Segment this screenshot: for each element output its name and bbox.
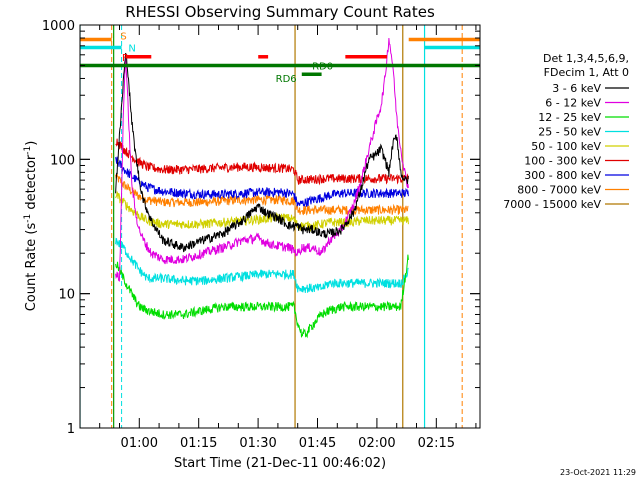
series-line-0 [115, 52, 409, 253]
x-tick-label-0: 01:00 [121, 436, 158, 451]
legend-label-3: 25 - 50 keV [538, 126, 601, 139]
series-line-7 [115, 173, 409, 216]
plot-area: SNF RD0 RD6 [80, 25, 480, 428]
legend-label-2: 12 - 25 keV [538, 111, 601, 124]
x-tick-label-5: 02:15 [418, 436, 455, 451]
x-tick-label-2: 01:30 [239, 436, 276, 451]
legend-label-6: 300 - 800 keV [524, 169, 601, 182]
legend: Det 1,3,4,5,6,9, FDecim 1, Att 0 3 - 6 k… [503, 52, 629, 211]
flag-label-rd0: RD0 [312, 61, 333, 72]
y-tick-label-0: 1 [67, 422, 75, 437]
y-tick-label-3: 1000 [42, 19, 75, 34]
y-axis-label: Count Rate (s-1 detector-1) [23, 141, 39, 312]
x-axis-label: Start Time (21-Dec-11 00:46:02) [174, 456, 386, 471]
legend-label-4: 50 - 100 keV [531, 140, 601, 153]
legend-label-1: 6 - 12 keV [545, 97, 601, 110]
axes: 1 10 100 1000 01:00 01:15 01:30 01:45 02:00 02:15 [42, 19, 480, 451]
legend-label-8: 7000 - 15000 keV [503, 198, 601, 211]
generation-timestamp: 23-Oct-2021 11:29 [560, 468, 636, 477]
chart-title: RHESSI Observing Summary Count Rates [125, 3, 435, 21]
flag-label-f: F [122, 53, 128, 64]
flag-label-rd6: RD6 [276, 74, 297, 85]
series-line-2 [115, 254, 409, 339]
series-line-1 [115, 37, 409, 282]
legend-label-0: 3 - 6 keV [552, 82, 601, 95]
flag-label-s: S [120, 31, 126, 42]
legend-header-line-1: Det 1,3,4,5,6,9, [543, 52, 629, 65]
series-line-4 [115, 190, 409, 232]
y-tick-label-2: 100 [50, 153, 75, 168]
plot-content [80, 25, 480, 428]
x-tick-label-4: 02:00 [358, 436, 395, 451]
series-line-5 [115, 138, 409, 186]
plot-frame [79, 24, 481, 429]
flag-label-n: N [128, 43, 135, 54]
y-tick-label-1: 10 [58, 288, 75, 303]
x-tick-label-1: 01:15 [180, 436, 217, 451]
legend-header-line-2: FDecim 1, Att 0 [544, 66, 629, 79]
legend-label-5: 100 - 300 keV [524, 155, 601, 168]
series-line-3 [115, 237, 409, 293]
x-tick-label-3: 01:45 [299, 436, 336, 451]
legend-label-7: 800 - 7000 keV [517, 184, 601, 197]
